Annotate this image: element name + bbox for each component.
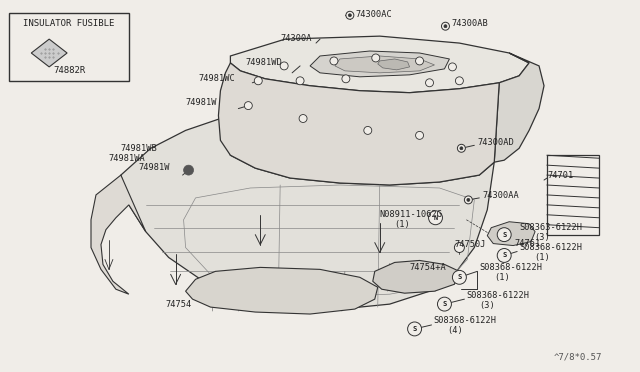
Circle shape (452, 270, 467, 284)
Circle shape (456, 77, 463, 85)
Circle shape (346, 11, 354, 19)
Circle shape (244, 102, 252, 110)
Circle shape (442, 22, 449, 30)
Polygon shape (372, 260, 460, 293)
Circle shape (460, 147, 463, 150)
Text: (1): (1) (395, 220, 410, 229)
Text: 74981W: 74981W (139, 163, 170, 171)
Text: N08911-1062G: N08911-1062G (380, 210, 443, 219)
Polygon shape (121, 119, 494, 309)
Polygon shape (31, 39, 67, 67)
Circle shape (465, 196, 472, 204)
Circle shape (364, 126, 372, 134)
Polygon shape (487, 222, 535, 246)
Text: S08368-6122H: S08368-6122H (519, 243, 582, 252)
Circle shape (296, 77, 304, 85)
Text: ^7/8*0.57: ^7/8*0.57 (554, 352, 602, 361)
Circle shape (330, 57, 338, 65)
Circle shape (497, 228, 511, 241)
Text: 74300AC: 74300AC (356, 10, 392, 19)
Text: S: S (502, 253, 506, 259)
Text: (4): (4) (447, 326, 463, 336)
Text: N: N (433, 215, 438, 221)
Polygon shape (378, 59, 410, 70)
Circle shape (408, 322, 422, 336)
Circle shape (342, 75, 350, 83)
Circle shape (454, 243, 465, 253)
Circle shape (426, 79, 433, 87)
Polygon shape (310, 51, 449, 77)
Text: 74300AB: 74300AB (451, 19, 488, 28)
Text: (1): (1) (534, 253, 550, 262)
Text: INSULATOR FUSIBLE: INSULATOR FUSIBLE (24, 19, 115, 28)
Text: 74754+A: 74754+A (410, 263, 446, 272)
Text: 74761: 74761 (514, 239, 540, 248)
Circle shape (372, 54, 380, 62)
Circle shape (497, 248, 511, 262)
Circle shape (467, 198, 470, 201)
Text: (3): (3) (479, 301, 495, 310)
Text: 74882R: 74882R (53, 66, 85, 76)
Circle shape (254, 77, 262, 85)
Polygon shape (335, 56, 435, 73)
Polygon shape (494, 53, 544, 162)
Text: S08368-6122H: S08368-6122H (467, 291, 529, 300)
Polygon shape (91, 175, 146, 294)
Text: S08368-6122H: S08368-6122H (433, 317, 497, 326)
Text: (1): (1) (494, 273, 510, 282)
Circle shape (429, 211, 442, 225)
Circle shape (444, 25, 447, 28)
Text: 74981WA: 74981WA (109, 154, 146, 163)
Polygon shape (230, 36, 529, 93)
Text: 74300AD: 74300AD (477, 138, 514, 147)
Text: 74981W: 74981W (186, 98, 217, 107)
Circle shape (184, 165, 193, 175)
Circle shape (415, 57, 424, 65)
Text: S08368-6122H: S08368-6122H (479, 263, 542, 272)
FancyBboxPatch shape (10, 13, 129, 81)
Polygon shape (186, 267, 378, 314)
Text: S: S (412, 326, 417, 332)
Text: S: S (457, 274, 461, 280)
Circle shape (415, 131, 424, 140)
Text: 74981WC: 74981WC (198, 74, 236, 83)
Text: S: S (442, 301, 447, 307)
Text: S: S (502, 232, 506, 238)
Circle shape (348, 14, 351, 17)
Text: S08363-6122H: S08363-6122H (519, 223, 582, 232)
Text: 74981WB: 74981WB (121, 144, 157, 153)
Text: (3): (3) (534, 233, 550, 242)
Circle shape (449, 63, 456, 71)
Circle shape (438, 297, 451, 311)
Circle shape (280, 62, 288, 70)
Circle shape (458, 144, 465, 152)
Circle shape (299, 115, 307, 122)
Text: 74300A: 74300A (280, 33, 312, 43)
Text: 74300AA: 74300AA (483, 192, 519, 201)
Polygon shape (218, 63, 499, 185)
Text: 74701: 74701 (547, 171, 573, 180)
Text: 74754: 74754 (166, 299, 192, 309)
Text: 74750J: 74750J (454, 240, 486, 249)
Text: 74981WD: 74981WD (245, 58, 282, 67)
